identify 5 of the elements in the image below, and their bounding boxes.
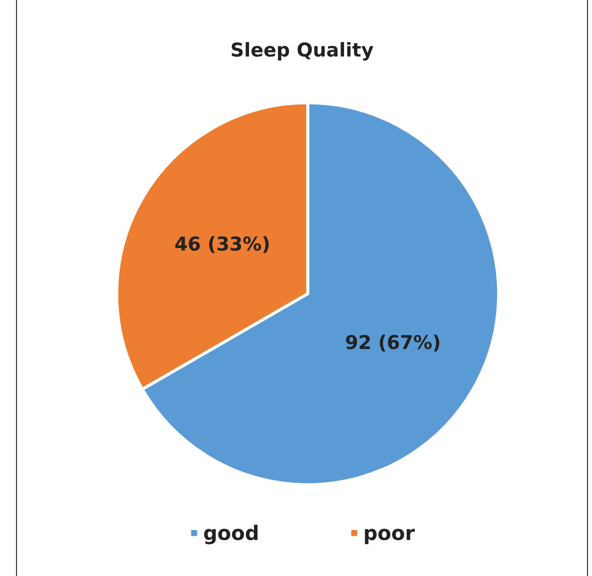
legend-label: good xyxy=(203,521,260,545)
chart-title: Sleep Quality xyxy=(230,40,374,62)
data-label: 92 (67%) xyxy=(345,332,441,354)
legend-label: poor xyxy=(363,521,416,545)
data-label: 46 (33%) xyxy=(174,234,270,256)
